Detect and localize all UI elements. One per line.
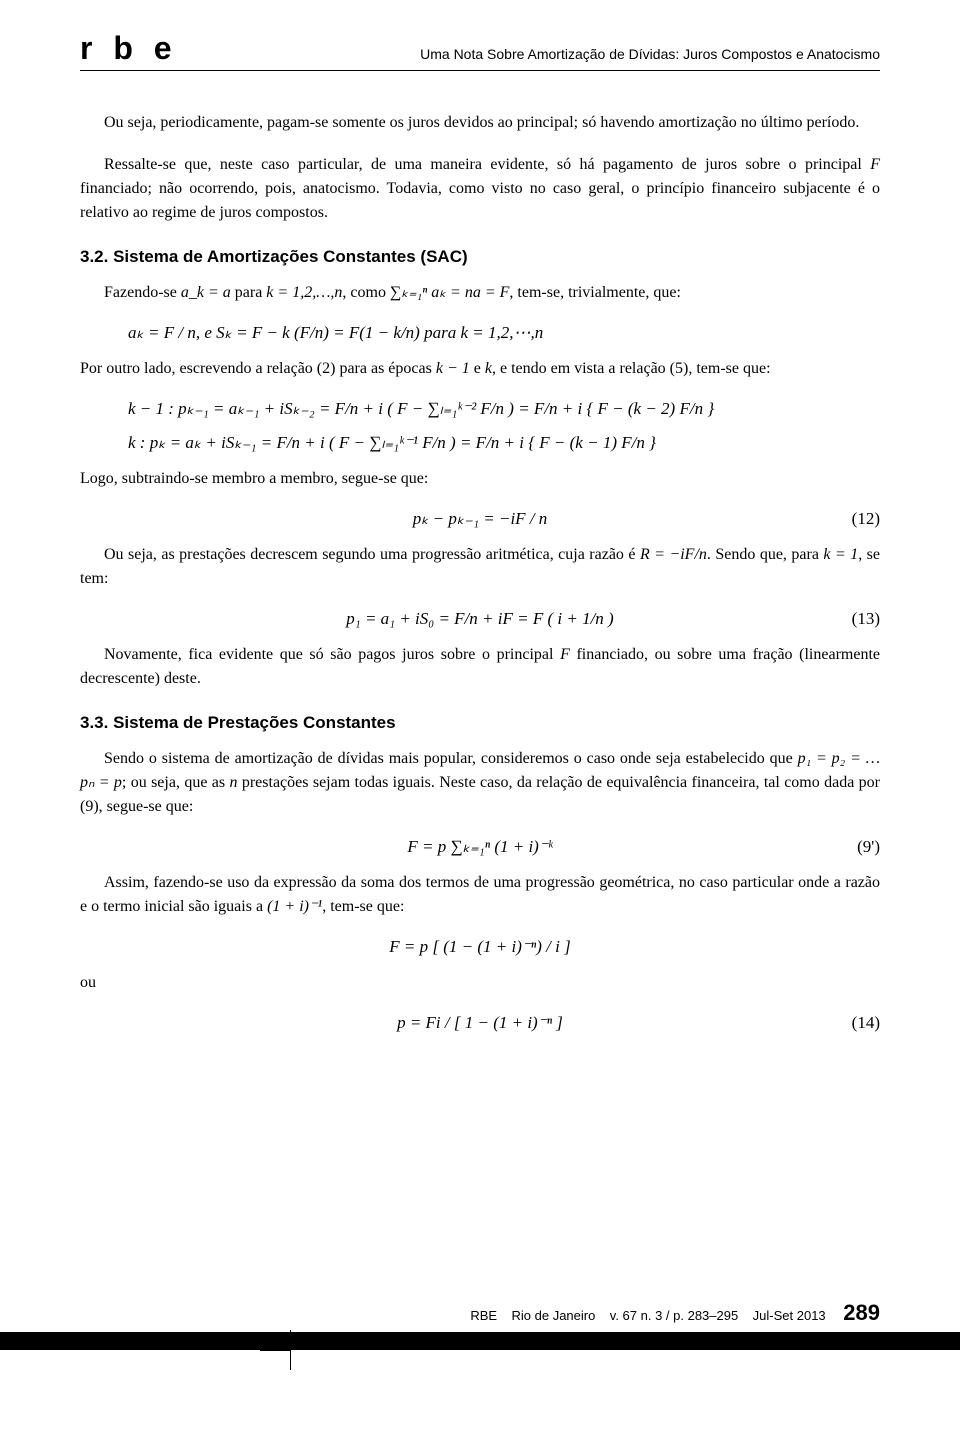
text-run: Sendo o sistema de amortização de dívida… (104, 750, 798, 767)
text-run: Novamente, fica evidente que só são pago… (104, 646, 560, 663)
equation-display: p₁ = a₁ + iS₀ = F/n + iF = F ( i + 1/n )… (80, 609, 880, 629)
section-heading: 3.3. Sistema de Prestações Constantes (80, 713, 880, 733)
equation-number: (9') (857, 837, 880, 857)
paragraph: Sendo o sistema de amortização de dívida… (80, 747, 880, 819)
math-inline: ∑ₖ₌₁ⁿ aₖ = na = F (390, 284, 509, 301)
equation-body: F = p ∑ₖ₌₁ⁿ (1 + i)⁻ᵏ (407, 837, 552, 856)
equation-number: (14) (852, 1013, 880, 1033)
equation-display: k − 1 : pₖ₋₁ = aₖ₋₁ + iSₖ₋₂ = F/n + i ( … (128, 399, 880, 419)
math-inline: F (870, 156, 880, 173)
equation-display: aₖ = F / n, e Sₖ = F − k (F/n) = F(1 − k… (128, 323, 880, 343)
text-run: Ou seja, as prestações decrescem segundo… (104, 546, 640, 563)
equation-display: pₖ − pₖ₋₁ = −iF / n (12) (80, 509, 880, 529)
footer-journal: RBE (470, 1308, 497, 1323)
equation-body: pₖ − pₖ₋₁ = −iF / n (413, 509, 548, 528)
equation-display: F = p ∑ₖ₌₁ⁿ (1 + i)⁻ᵏ (9') (80, 837, 880, 857)
footer-city: Rio de Janeiro (512, 1308, 596, 1323)
equation-body: p = Fi / [ 1 − (1 + i)⁻ⁿ ] (397, 1013, 563, 1032)
footer-season: Jul-Set 2013 (753, 1308, 826, 1323)
text-run: ; ou seja, que as (122, 774, 230, 791)
text-run: , e tendo em vista a relação (5), tem-se… (492, 360, 771, 377)
equation-display: p = Fi / [ 1 − (1 + i)⁻ⁿ ] (14) (80, 1013, 880, 1033)
math-inline: (1 + i)⁻¹ (267, 898, 322, 915)
text-run: financiado; não ocorrendo, pois, anatoci… (80, 180, 880, 221)
page-footer: RBE Rio de Janeiro v. 67 n. 3 / p. 283–2… (470, 1300, 880, 1326)
equation-display: F = p [ (1 − (1 + i)⁻ⁿ) / i ] (80, 937, 880, 957)
text-run: e (470, 360, 485, 377)
text-run: Por outro lado, escrevendo a relação (2)… (80, 360, 436, 377)
text-run: Fazendo-se (104, 284, 181, 301)
math-inline: k (485, 360, 492, 377)
math-inline: a_k = a (181, 284, 231, 301)
paragraph: Fazendo-se a_k = a para k = 1,2,…,n, com… (80, 281, 880, 305)
text-run: , como (342, 284, 390, 301)
journal-logo: r b e (80, 30, 178, 67)
equation-display: k : pₖ = aₖ + iSₖ₋₁ = F/n + i ( F − ∑ₗ₌₁… (128, 433, 880, 453)
paragraph: ou (80, 971, 880, 995)
math-inline: k = 1,2,…,n (266, 284, 342, 301)
paragraph: Logo, subtraindo-se membro a membro, seg… (80, 467, 880, 491)
running-header: r b e Uma Nota Sobre Amortização de Dívi… (80, 30, 880, 71)
crop-mark-icon (260, 1330, 320, 1390)
math-inline: R = −iF/n (640, 546, 707, 563)
page: r b e Uma Nota Sobre Amortização de Dívi… (0, 0, 960, 1380)
paragraph: Por outro lado, escrevendo a relação (2)… (80, 357, 880, 381)
equation-number: (12) (852, 509, 880, 529)
footer-issue: v. 67 n. 3 / p. 283–295 (610, 1308, 738, 1323)
paragraph: Novamente, fica evidente que só são pago… (80, 643, 880, 691)
text-run: . Sendo que, para (707, 546, 823, 563)
section-heading: 3.2. Sistema de Amortizações Constantes … (80, 247, 880, 267)
math-inline: k = 1 (823, 546, 858, 563)
page-number: 289 (843, 1300, 880, 1325)
paragraph: Assim, fazendo-se uso da expressão da so… (80, 871, 880, 919)
equation-body: p₁ = a₁ + iS₀ = F/n + iF = F ( i + 1/n ) (346, 609, 613, 628)
math-inline: k − 1 (436, 360, 470, 377)
math-inline: F (560, 646, 570, 663)
paragraph: Ressalte-se que, neste caso particular, … (80, 153, 880, 225)
text-run: , tem-se que: (322, 898, 404, 915)
paragraph: Ou seja, as prestações decrescem segundo… (80, 543, 880, 591)
equation-number: (13) (852, 609, 880, 629)
text-run: para (231, 284, 267, 301)
text-run: Assim, fazendo-se uso da expressão da so… (80, 874, 880, 915)
running-title: Uma Nota Sobre Amortização de Dívidas: J… (420, 46, 880, 62)
text-run: Ressalte-se que, neste caso particular, … (104, 156, 870, 173)
paragraph: Ou seja, periodicamente, pagam-se soment… (80, 111, 880, 135)
text-run: , tem-se, trivialmente, que: (509, 284, 681, 301)
footer-black-bar (0, 1332, 960, 1350)
